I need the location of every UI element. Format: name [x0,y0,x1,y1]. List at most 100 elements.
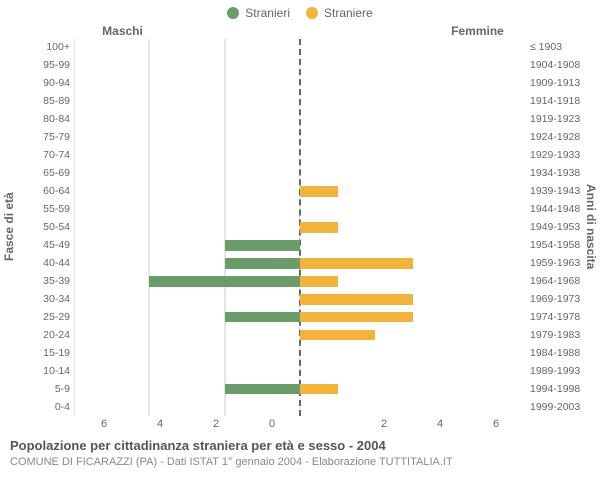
birth-tick: 1984-1988 [530,344,582,362]
bar-female[interactable] [300,330,375,340]
birth-tick: 1989-1993 [530,362,582,380]
bar-female[interactable] [300,258,413,268]
x-axis: 0246 0246 [0,418,600,430]
column-headers: Maschi Femmine [0,24,600,38]
y-axis-label-left: Fasce di età [0,38,18,416]
bar-male[interactable] [225,312,300,322]
age-tick: 50-54 [18,218,70,236]
legend-male[interactable]: Stranieri [227,6,290,20]
y-axis-label-right: Anni di nascita [582,38,600,416]
bar-male[interactable] [225,240,300,250]
birth-tick: 1959-1963 [530,254,582,272]
chart: Fasce di età 100+95-9990-9485-8980-8475-… [0,38,600,416]
plot-area [74,38,526,416]
chart-row [74,39,526,57]
birth-tick: 1954-1958 [530,236,582,254]
age-tick: 20-24 [18,326,70,344]
age-tick: 45-49 [18,236,70,254]
chart-row [74,147,526,165]
legend-male-swatch [227,7,239,19]
chart-title: Popolazione per cittadinanza straniera p… [10,438,590,453]
chart-row [74,308,526,326]
age-tick: 10-14 [18,362,70,380]
birth-tick: 1979-1983 [530,326,582,344]
age-tick: 5-9 [18,380,70,398]
x-tick: 6 [76,418,132,430]
birth-tick: ≤ 1903 [530,38,582,56]
age-tick: 70-74 [18,146,70,164]
legend-female-label: Straniere [324,6,373,20]
x-ticks-left: 0246 [76,418,300,430]
x-tick: 4 [412,418,468,430]
chart-row [74,398,526,416]
age-tick: 35-39 [18,272,70,290]
birth-tick: 1994-1998 [530,380,582,398]
chart-row [74,326,526,344]
age-tick: 0-4 [18,398,70,416]
bars-container [74,39,526,416]
legend-female-swatch [306,7,318,19]
chart-row [74,165,526,183]
age-tick: 85-89 [18,92,70,110]
legend-male-label: Stranieri [245,6,290,20]
age-tick: 65-69 [18,164,70,182]
age-tick: 60-64 [18,182,70,200]
birth-tick: 1934-1938 [530,164,582,182]
legend-female[interactable]: Straniere [306,6,373,20]
footer: Popolazione per cittadinanza straniera p… [0,430,600,468]
chart-row [74,236,526,254]
chart-row [74,183,526,201]
x-tick: 4 [132,418,188,430]
bar-female[interactable] [300,294,413,304]
chart-row [74,93,526,111]
chart-row [74,380,526,398]
bar-male[interactable] [225,258,300,268]
bar-female[interactable] [300,384,338,394]
bar-male[interactable] [149,276,300,286]
x-ticks-right: 0246 [300,418,524,430]
header-male: Maschi [0,24,325,38]
age-tick: 30-34 [18,290,70,308]
chart-row [74,362,526,380]
chart-row [74,344,526,362]
bar-male[interactable] [225,384,300,394]
birth-tick: 1974-1978 [530,308,582,326]
chart-row [74,201,526,219]
age-tick: 95-99 [18,56,70,74]
birth-tick: 1924-1928 [530,128,582,146]
chart-row [74,219,526,237]
x-tick: 0 [244,418,300,430]
x-tick: 2 [356,418,412,430]
bar-female[interactable] [300,186,338,196]
chart-row [74,129,526,147]
birth-tick: 1969-1973 [530,290,582,308]
bar-female[interactable] [300,222,338,232]
age-tick: 40-44 [18,254,70,272]
chart-row [74,254,526,272]
birth-tick: 1909-1913 [530,74,582,92]
age-tick: 100+ [18,38,70,56]
bar-female[interactable] [300,276,338,286]
bar-female[interactable] [300,312,413,322]
x-tick: 6 [468,418,524,430]
chart-row [74,290,526,308]
age-tick: 90-94 [18,74,70,92]
chart-row [74,75,526,93]
birth-tick: 1949-1953 [530,218,582,236]
age-tick: 75-79 [18,128,70,146]
chart-subtitle: COMUNE DI FICARAZZI (PA) - Dati ISTAT 1°… [10,456,590,468]
header-female: Femmine [325,24,600,38]
birth-tick: 1939-1943 [530,182,582,200]
age-tick: 15-19 [18,344,70,362]
birth-tick: 1999-2003 [530,398,582,416]
birth-tick: 1904-1908 [530,56,582,74]
chart-row [74,272,526,290]
birth-tick: 1929-1933 [530,146,582,164]
birth-tick: 1944-1948 [530,200,582,218]
legend: Stranieri Straniere [0,0,600,24]
x-tick: 2 [188,418,244,430]
birth-ticks: ≤ 19031904-19081909-19131914-19181919-19… [526,38,582,416]
age-tick: 25-29 [18,308,70,326]
birth-tick: 1914-1918 [530,92,582,110]
birth-tick: 1919-1923 [530,110,582,128]
